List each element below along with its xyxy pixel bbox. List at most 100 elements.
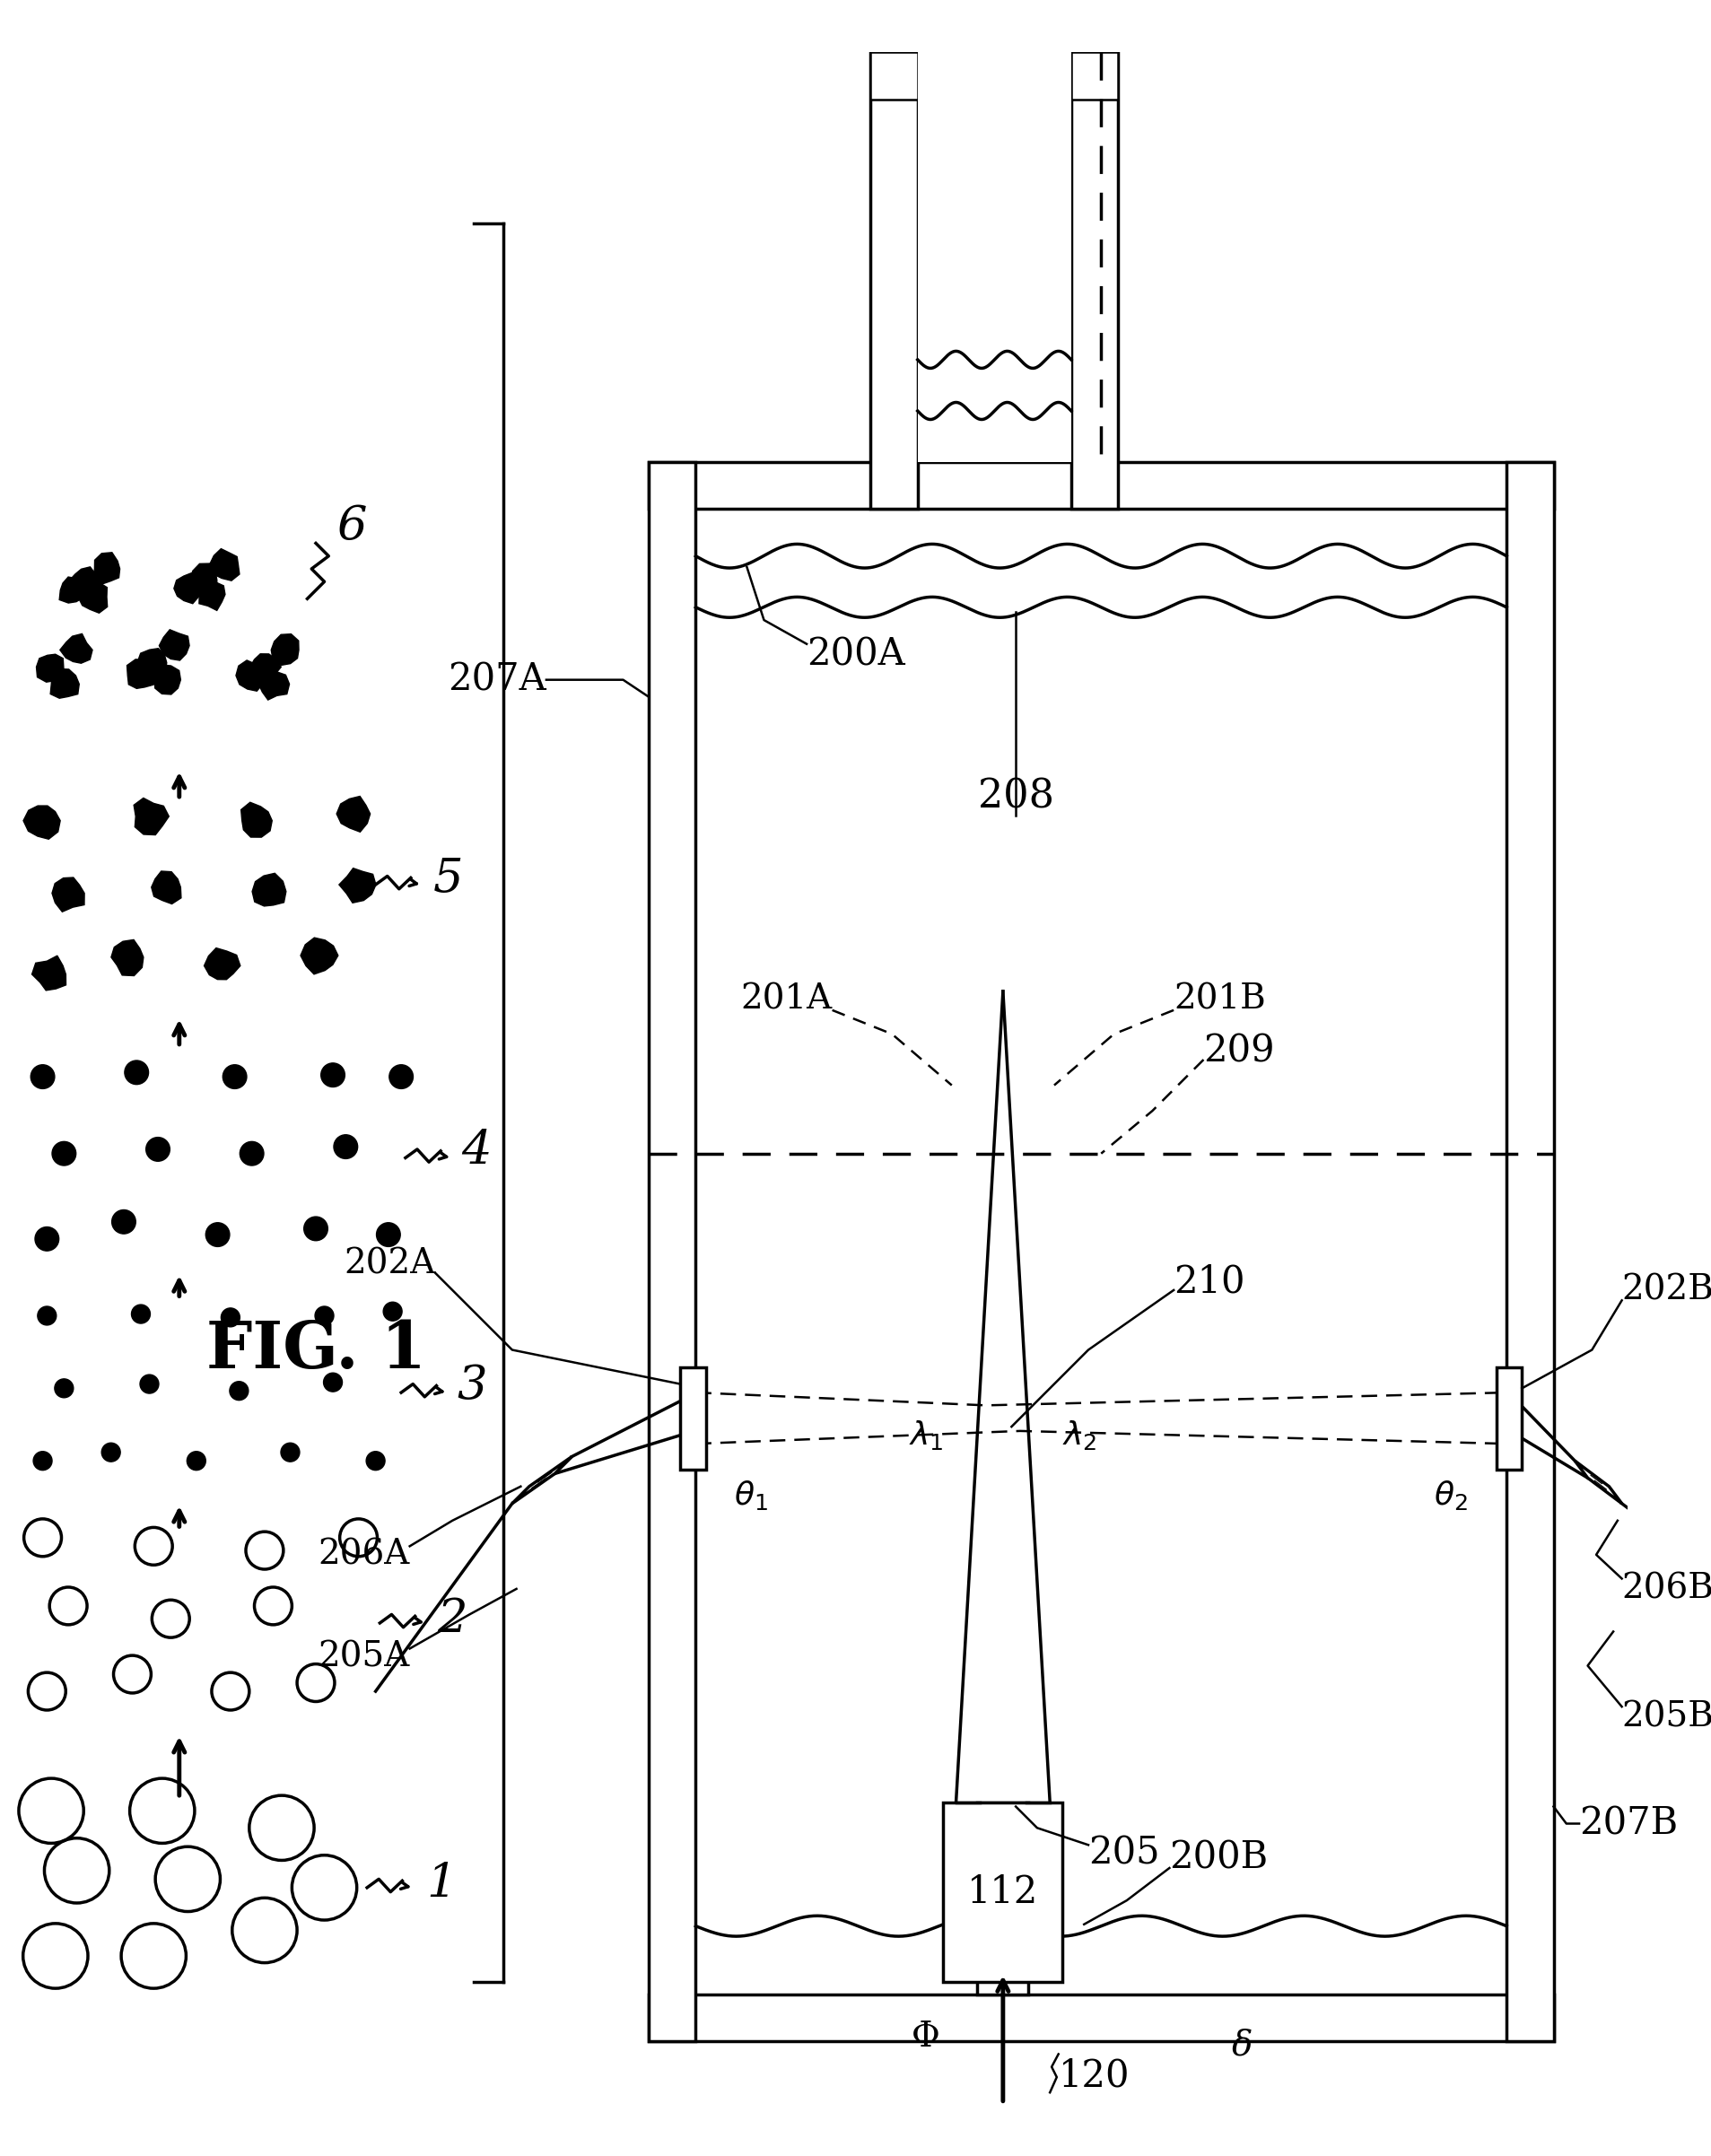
Text: 200B: 200B — [1169, 1839, 1268, 1876]
Polygon shape — [1574, 1462, 1622, 1503]
Circle shape — [186, 1451, 205, 1470]
Polygon shape — [50, 668, 79, 699]
Circle shape — [132, 1304, 151, 1324]
Text: $\theta_2$: $\theta_2$ — [1434, 1479, 1468, 1511]
Polygon shape — [79, 582, 108, 612]
Circle shape — [383, 1302, 402, 1322]
Bar — [648, 1994, 1554, 2042]
Polygon shape — [241, 802, 272, 837]
Circle shape — [322, 1063, 346, 1087]
Circle shape — [38, 1307, 56, 1326]
Text: $\lambda_1$: $\lambda_1$ — [909, 1419, 943, 1451]
Text: 202A: 202A — [344, 1248, 435, 1281]
Polygon shape — [24, 806, 60, 839]
Circle shape — [51, 1141, 75, 1166]
Polygon shape — [137, 649, 166, 677]
Polygon shape — [209, 550, 240, 580]
Circle shape — [334, 1134, 358, 1158]
Polygon shape — [512, 1457, 571, 1503]
Bar — [917, 52, 1071, 461]
Text: 2: 2 — [436, 1595, 467, 1641]
Circle shape — [55, 1380, 74, 1397]
Polygon shape — [152, 871, 181, 903]
Polygon shape — [154, 664, 181, 694]
Polygon shape — [36, 653, 65, 681]
Text: 209: 209 — [1203, 1033, 1275, 1069]
Bar — [696, 509, 1507, 1994]
Text: 201B: 201B — [1174, 983, 1266, 1015]
Text: 6: 6 — [337, 502, 368, 550]
Circle shape — [221, 1309, 240, 1326]
Polygon shape — [198, 580, 226, 610]
Circle shape — [111, 1210, 135, 1233]
Circle shape — [323, 1373, 342, 1391]
Bar — [1507, 461, 1554, 2042]
Text: 3: 3 — [457, 1363, 486, 1408]
Text: 208: 208 — [977, 778, 1054, 817]
Text: 120: 120 — [1059, 2057, 1129, 2093]
Text: 205A: 205A — [318, 1641, 409, 1673]
Polygon shape — [127, 660, 157, 688]
Text: 206B: 206B — [1622, 1572, 1711, 1606]
Circle shape — [229, 1382, 248, 1399]
Polygon shape — [51, 877, 84, 912]
Text: 205B: 205B — [1622, 1701, 1711, 1733]
Circle shape — [222, 1065, 246, 1089]
Text: 1: 1 — [426, 1861, 457, 1906]
Polygon shape — [272, 634, 299, 666]
Text: $\theta_1$: $\theta_1$ — [734, 1479, 768, 1511]
Bar — [871, 52, 917, 509]
Polygon shape — [236, 660, 263, 692]
Bar — [943, 1802, 1063, 1981]
Bar — [1497, 1367, 1523, 1470]
Text: Φ: Φ — [912, 2020, 941, 2055]
Circle shape — [315, 1307, 334, 1326]
Polygon shape — [33, 955, 67, 990]
Text: FIG. 1: FIG. 1 — [205, 1317, 426, 1382]
Polygon shape — [175, 571, 202, 604]
Polygon shape — [204, 949, 240, 979]
Polygon shape — [339, 869, 376, 903]
Circle shape — [34, 1227, 58, 1250]
Bar — [1071, 52, 1119, 99]
Text: 200A: 200A — [806, 636, 905, 673]
Circle shape — [33, 1451, 51, 1470]
Polygon shape — [159, 630, 190, 660]
Polygon shape — [60, 634, 92, 664]
Polygon shape — [252, 873, 286, 906]
Text: δ: δ — [1232, 2029, 1252, 2061]
Bar — [1071, 52, 1119, 509]
Polygon shape — [133, 798, 169, 834]
Text: 202B: 202B — [1622, 1274, 1711, 1307]
Bar — [648, 461, 696, 2042]
Text: $\lambda_2$: $\lambda_2$ — [1063, 1419, 1097, 1451]
Text: 112: 112 — [967, 1874, 1039, 1910]
Text: 4: 4 — [460, 1128, 491, 1173]
Polygon shape — [301, 938, 339, 975]
Text: FIG. 2: FIG. 2 — [1292, 563, 1545, 634]
Circle shape — [101, 1442, 120, 1462]
Text: 207A: 207A — [448, 662, 546, 699]
Bar — [871, 52, 917, 99]
Polygon shape — [68, 567, 99, 595]
Circle shape — [240, 1141, 263, 1166]
Circle shape — [376, 1222, 400, 1246]
Text: 210: 210 — [1174, 1263, 1246, 1300]
Polygon shape — [94, 552, 120, 584]
Bar — [648, 461, 1554, 509]
Text: 201A: 201A — [741, 983, 832, 1015]
Text: 5: 5 — [433, 856, 464, 901]
Circle shape — [145, 1138, 169, 1162]
Bar — [977, 1802, 1028, 1994]
Circle shape — [140, 1376, 159, 1393]
Polygon shape — [111, 940, 144, 977]
Circle shape — [281, 1442, 299, 1462]
Polygon shape — [337, 796, 370, 832]
Polygon shape — [192, 563, 217, 595]
Polygon shape — [250, 653, 281, 681]
Text: 207B: 207B — [1579, 1805, 1678, 1843]
Text: 206A: 206A — [318, 1537, 409, 1572]
Circle shape — [388, 1065, 412, 1089]
Circle shape — [366, 1451, 385, 1470]
Bar — [681, 1367, 707, 1470]
